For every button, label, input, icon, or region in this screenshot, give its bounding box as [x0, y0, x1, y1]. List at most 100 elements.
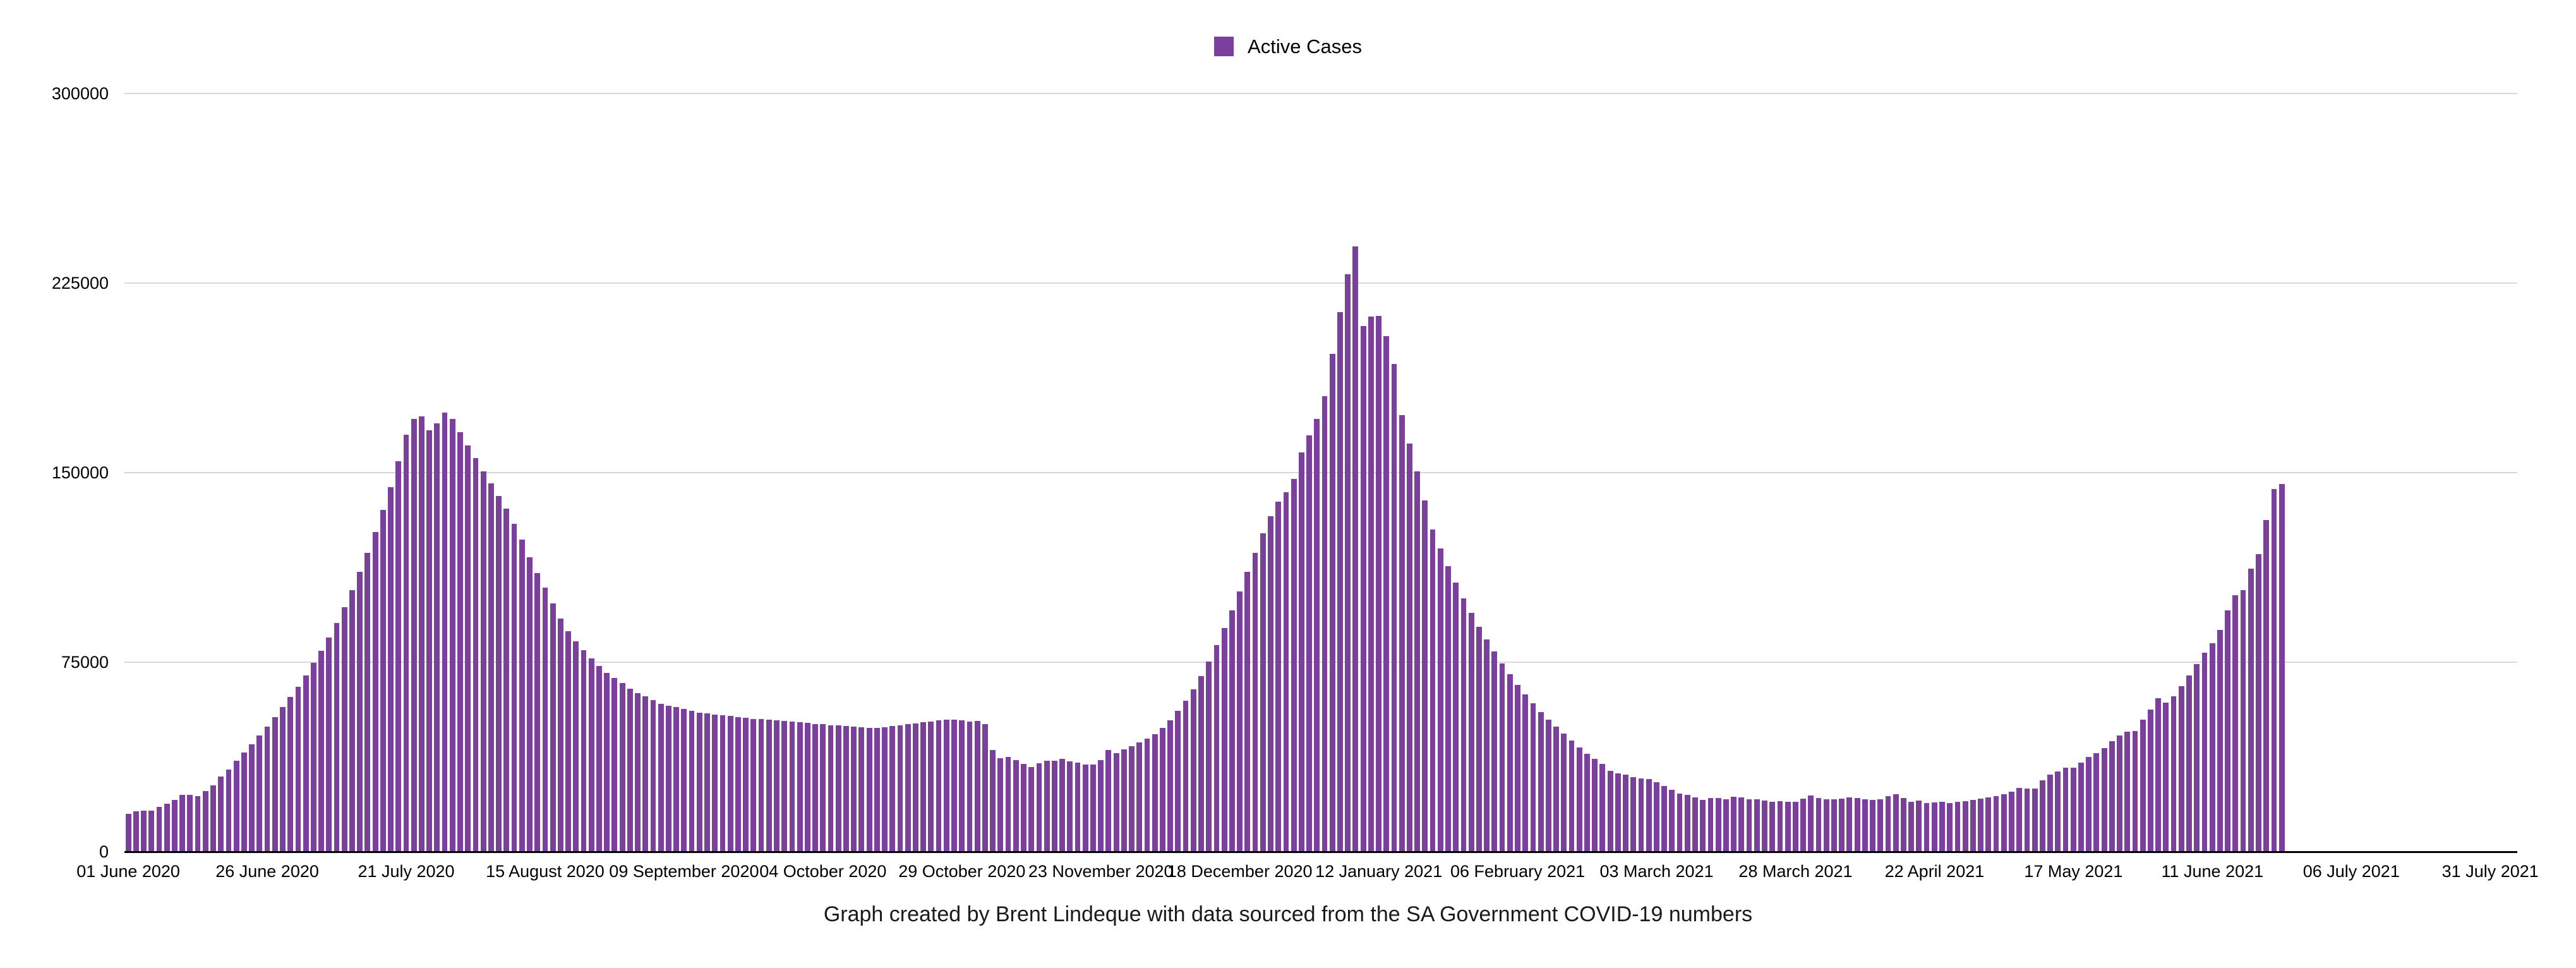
bar-slot [2224, 94, 2232, 852]
bar [187, 794, 193, 852]
bar [141, 810, 147, 852]
bar-slot [2239, 94, 2247, 852]
bar-slot [1182, 94, 1189, 852]
bar-slot [426, 94, 433, 852]
bar-slot [240, 94, 248, 852]
bar-slot [1591, 94, 1599, 852]
bar [681, 709, 687, 852]
bar [1453, 582, 1459, 852]
bar [2078, 762, 2084, 852]
bar-slot [387, 94, 394, 852]
bar [1700, 800, 1706, 852]
bar-slot [2409, 94, 2417, 852]
bar [573, 641, 579, 852]
bar [727, 716, 733, 852]
bar [256, 735, 263, 852]
bar-slot [603, 94, 611, 852]
x-axis-tick-label: 22 April 2021 [1884, 862, 1985, 881]
bar [1090, 765, 1096, 852]
bar-slot [896, 94, 904, 852]
bar [1561, 733, 1567, 852]
gridline [124, 472, 2517, 473]
bar-slot [1899, 94, 1907, 852]
bar [1970, 800, 1976, 852]
bar [364, 552, 371, 852]
bar [2093, 753, 2100, 852]
bar [920, 722, 927, 852]
bar [465, 445, 471, 852]
bar [2109, 741, 2115, 852]
bar [1460, 598, 1467, 852]
bar-slot [2316, 94, 2324, 852]
bar-slot [2278, 94, 2285, 852]
bar-slot [1529, 94, 1537, 852]
bar [1769, 802, 1776, 852]
bar [1623, 775, 1628, 852]
bar-slot [1081, 94, 1089, 852]
bar-slot [1352, 94, 1359, 852]
bar-slot [395, 94, 402, 852]
bar-slot [1969, 94, 1977, 852]
bar-slot [1722, 94, 1730, 852]
bar [1183, 700, 1189, 852]
bar-slot [1105, 94, 1112, 852]
bar-slot [1297, 94, 1305, 852]
bar-slot [1282, 94, 1290, 852]
bar [1407, 444, 1412, 852]
x-axis: 01 June 2020 26 June 2020 21 July 2020 15 A… [76, 862, 2539, 887]
bar-slot [673, 94, 680, 852]
bar [1823, 799, 1829, 852]
bar-slot [1537, 94, 1544, 852]
bar-slot [1606, 94, 1614, 852]
bar [1391, 363, 1397, 852]
bar [1731, 796, 1736, 852]
bar [1275, 501, 1282, 852]
bar-slot [1436, 94, 1444, 852]
bar [758, 719, 764, 852]
bar-slot [1575, 94, 1583, 852]
bar [1314, 418, 1320, 852]
bar-series [124, 94, 2517, 852]
y-axis: 0 75000 150000 225000 300000 [0, 0, 109, 968]
bar [1206, 661, 1212, 852]
bar-slot [1189, 94, 1197, 852]
bar [750, 718, 757, 852]
bar [326, 637, 332, 852]
bar-slot [2201, 94, 2208, 852]
bar-slot [1699, 94, 1707, 852]
bar-slot [1784, 94, 1791, 852]
bar-slot [271, 94, 279, 852]
bar-slot [310, 94, 317, 852]
bar [1067, 761, 1073, 852]
bar [1800, 799, 1806, 852]
bar-slot [1745, 94, 1753, 852]
bar-slot [2000, 94, 2007, 852]
bar [719, 715, 726, 852]
bar-slot [2193, 94, 2201, 852]
bar-slot [2170, 94, 2177, 852]
bar [1646, 779, 1652, 852]
gridline [124, 662, 2517, 663]
bar-slot [1452, 94, 1460, 852]
bar-slot [1830, 94, 1838, 852]
bar-slot [842, 94, 850, 852]
bar [1707, 797, 1714, 852]
bar-slot [1938, 94, 1946, 852]
bar [2124, 732, 2131, 852]
bar-slot [695, 94, 703, 852]
bar-slot [1506, 94, 1514, 852]
bar [241, 753, 247, 852]
bar-slot [1691, 94, 1699, 852]
bar [1028, 767, 1035, 852]
bar [2009, 792, 2014, 852]
bar [2201, 653, 2208, 852]
bar [1098, 759, 1104, 852]
bar-slot [1877, 94, 1884, 852]
bar [997, 758, 1004, 852]
bar [1893, 794, 1899, 852]
bar [133, 811, 139, 852]
bar-slot [1151, 94, 1159, 852]
bar-slot [1336, 94, 1344, 852]
bar-slot [1807, 94, 1815, 852]
bar-slot [1089, 94, 1097, 852]
